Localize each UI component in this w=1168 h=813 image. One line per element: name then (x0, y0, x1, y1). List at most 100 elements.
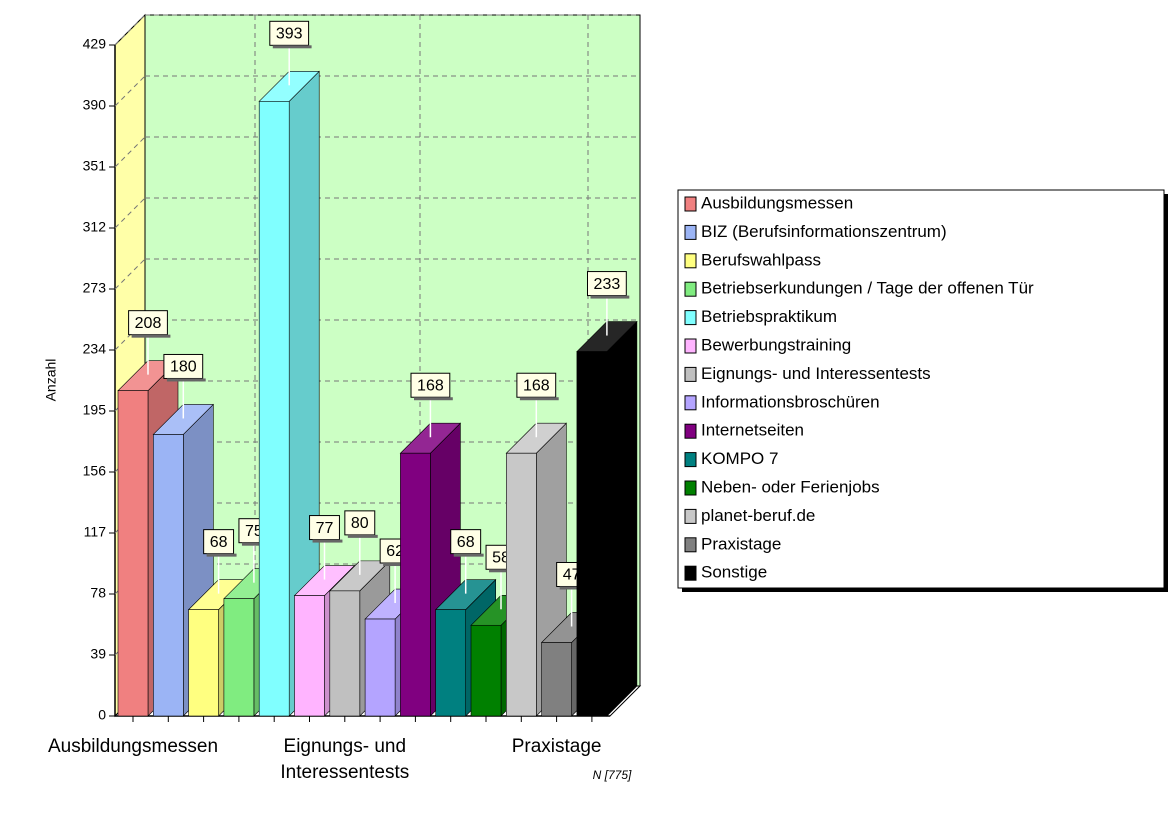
legend (677, 189, 1165, 589)
bar-front (470, 624, 502, 717)
legend-swatch (684, 196, 697, 212)
legend-swatch (684, 452, 697, 468)
legend-swatch (684, 224, 697, 240)
legend-label: KOMPO 7 (701, 449, 778, 468)
x-tick-label: Ausbildungsmessen (47, 736, 219, 757)
bar-front (153, 434, 184, 717)
bar-front (294, 595, 325, 717)
bar-front (400, 452, 431, 717)
bar-side (606, 320, 638, 717)
y-tick-label: 234 (83, 341, 107, 357)
y-tick-label: 351 (83, 158, 107, 174)
label-shadow (312, 539, 343, 543)
label-shadow (489, 569, 519, 573)
label-shadow (206, 553, 237, 557)
x-tick-label: Praxistage (511, 736, 602, 757)
bar-front (435, 609, 467, 717)
legend-swatch (684, 281, 697, 297)
label-box (344, 510, 376, 536)
bar-front (541, 642, 572, 717)
legend-label: Praxistage (701, 534, 781, 553)
legend-swatch (684, 423, 697, 439)
value-label: 168 (523, 377, 550, 394)
value-label: 393 (276, 26, 303, 43)
label-box (269, 20, 310, 46)
legend-swatch (684, 480, 697, 496)
label-shadow (414, 397, 453, 401)
y-axis-label: Anzahl (43, 359, 59, 402)
label-shadow (241, 542, 272, 546)
label-shadow (453, 553, 484, 557)
grid-line (114, 258, 146, 290)
legend-label: Betriebserkundungen / Tage der offenen T… (701, 279, 1034, 298)
value-label: 68 (210, 534, 228, 551)
value-label: 180 (170, 359, 197, 376)
value-label: 62 (386, 543, 404, 560)
legend-label: Betriebspraktikum (701, 307, 837, 326)
y-tick-label: 39 (90, 646, 106, 662)
legend-label: Internetseiten (701, 421, 804, 440)
legend-label: Ausbildungsmessen (701, 193, 853, 212)
y-tick-label: 429 (83, 36, 107, 52)
legend-label: Sonstige (701, 563, 767, 582)
bar-front (223, 598, 255, 717)
y-tick-label: 312 (83, 219, 107, 235)
y-tick-label: 117 (84, 524, 107, 540)
legend-label: Berufswahlpass (701, 250, 821, 269)
label-shadow (559, 586, 590, 590)
bar-front (576, 351, 608, 717)
bar-front (329, 590, 361, 717)
legend-swatch (684, 565, 697, 581)
legend-label: Eignungs- und Interessentests (701, 364, 931, 383)
value-label: 80 (351, 515, 369, 532)
value-label: 68 (457, 534, 475, 551)
legend-label: Informationsbroschüren (701, 392, 880, 411)
legend-label: Neben- oder Ferienjobs (701, 477, 880, 496)
legend-swatch (684, 310, 697, 326)
bar-front (258, 101, 290, 717)
legend-swatch (684, 395, 697, 411)
grid-line (114, 197, 146, 229)
value-label: 75 (245, 523, 263, 540)
value-label: 168 (417, 377, 444, 394)
label-shadow (166, 378, 206, 382)
legend-swatch (684, 338, 697, 354)
grid-line (114, 136, 146, 168)
y-tick-label: 195 (83, 402, 107, 418)
legend-swatch (684, 508, 697, 524)
value-label: 208 (135, 315, 162, 332)
value-label: 233 (594, 276, 621, 293)
value-label: 47 (563, 567, 581, 584)
label-shadow (590, 295, 630, 299)
legend-label: BIZ (Berufsinformationszentrum) (701, 222, 947, 241)
bar-front (117, 390, 149, 717)
bar-front (505, 452, 537, 717)
bar (258, 70, 320, 717)
label-shadow (519, 397, 559, 401)
label-box (163, 353, 204, 379)
legend-swatch (684, 366, 697, 382)
label-shadow (383, 563, 414, 567)
y-tick-label: 390 (83, 97, 107, 113)
bar (223, 567, 285, 717)
value-label: 77 (316, 520, 334, 537)
label-box (309, 515, 340, 541)
y-tick-label: 273 (83, 280, 107, 296)
label-box (410, 372, 451, 398)
legend-swatch (684, 537, 697, 553)
bar-front (364, 618, 396, 717)
legend-label: planet-beruf.de (701, 506, 815, 525)
label-box (128, 310, 168, 336)
plot: 0 39 78 117 156 195 234 273 312 351 390 429 208 Ausbi… (83, 14, 1034, 723)
grid-line (114, 75, 146, 107)
y-tick-label: 78 (90, 585, 106, 601)
y-tick-label: 156 (83, 463, 107, 479)
label-shadow (272, 45, 312, 49)
label-shadow (131, 334, 171, 338)
grid-line (114, 14, 146, 46)
legend-label: Bewerbungstraining (701, 335, 851, 354)
label-box (516, 372, 557, 398)
x-tick-label: Eignungs- und Interessentests (280, 736, 410, 783)
